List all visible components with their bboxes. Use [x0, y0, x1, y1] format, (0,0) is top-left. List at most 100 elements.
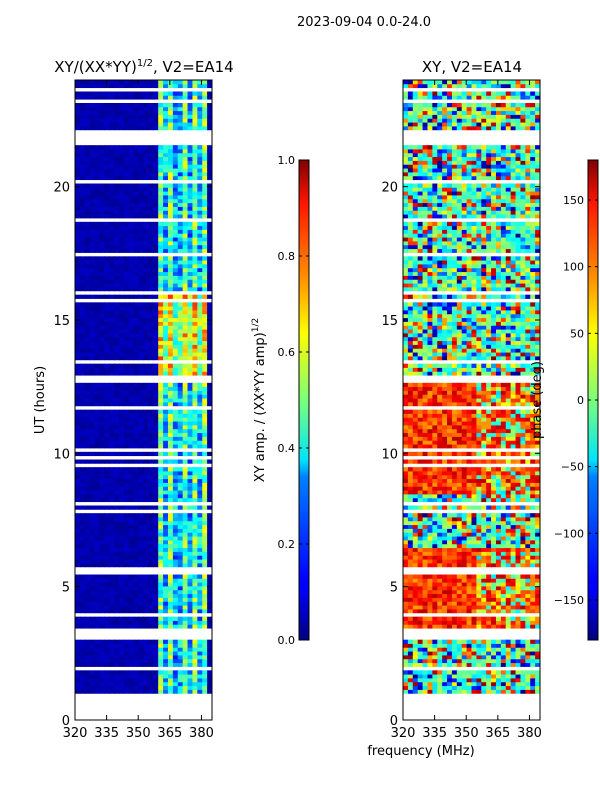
amplitude-cell: [153, 237, 159, 242]
amplitude-cell: [182, 490, 189, 495]
amplitude-cell: [119, 198, 125, 204]
amplitude-cell: [202, 233, 208, 238]
amplitude-cell: [89, 371, 96, 376]
phase-cell: [505, 670, 512, 675]
amplitude-cell: [148, 313, 154, 319]
amplitude-cell: [133, 114, 140, 119]
amplitude-cell: [163, 524, 169, 529]
amplitude-cell: [114, 275, 120, 280]
amplitude-cell: [128, 547, 135, 552]
amplitude-cell: [79, 356, 86, 361]
amplitude-cell: [192, 103, 198, 108]
amplitude-cell: [123, 520, 130, 526]
amplitude-cell: [153, 152, 159, 158]
phase-cell: [476, 605, 482, 610]
phase-cell: [495, 540, 502, 545]
phase-cell: [510, 551, 517, 556]
amplitude-cell: [202, 367, 208, 372]
amplitude-cell: [114, 271, 120, 276]
amplitude-cell: [158, 313, 164, 319]
amplitude-cell: [187, 616, 194, 621]
amplitude-cell: [138, 237, 145, 242]
phase-cell: [530, 651, 536, 656]
amplitude-cell: [89, 482, 96, 487]
amplitude-cell: [148, 685, 154, 690]
phase-cell: [451, 520, 458, 526]
amplitude-cell: [109, 524, 115, 529]
amplitude-cell: [197, 229, 203, 234]
amplitude-cell: [79, 106, 86, 112]
amplitude-cell: [104, 225, 110, 230]
amplitude-cell: [84, 221, 91, 227]
phase-cell: [442, 547, 448, 552]
phase-cell: [456, 505, 463, 510]
phase-cell: [407, 655, 414, 660]
amplitude-cell: [158, 152, 164, 158]
phase-cell: [451, 609, 458, 614]
amplitude-cell: [143, 609, 149, 614]
amplitude-cell: [172, 206, 179, 211]
amplitude-cell: [138, 152, 145, 158]
amplitude-cell: [158, 639, 164, 644]
amplitude-cell: [133, 367, 140, 372]
amplitude-cell: [177, 474, 184, 480]
amplitude-cell: [109, 528, 115, 533]
amplitude-cell: [202, 505, 208, 510]
amplitude-cell: [202, 313, 208, 319]
amplitude-cell: [79, 639, 86, 644]
phase-cell: [515, 605, 522, 610]
amplitude-cell: [114, 685, 120, 690]
amplitude-cell: [187, 306, 194, 311]
amplitude-cell: [192, 662, 198, 667]
amplitude-cell: [84, 647, 91, 652]
amplitude-cell: [94, 344, 101, 349]
amplitude-cell: [138, 444, 145, 449]
amplitude-cell: [133, 152, 140, 158]
amplitude-cell: [153, 164, 159, 169]
amplitude-cell: [114, 333, 120, 338]
phase-cell: [403, 494, 409, 499]
amplitude-cell: [192, 294, 198, 299]
amplitude-cell: [172, 183, 179, 188]
amplitude-cell: [133, 306, 140, 311]
amplitude-cell: [123, 248, 130, 253]
amplitude-cell: [187, 149, 194, 154]
phase-cell: [481, 651, 487, 656]
amplitude-cell: [79, 624, 86, 629]
amplitude-cell: [197, 175, 203, 181]
amplitude-cell: [109, 356, 115, 361]
amplitude-cell: [75, 490, 81, 495]
phase-cell: [432, 532, 438, 537]
amplitude-cell: [99, 248, 105, 253]
amplitude-cell: [167, 344, 174, 349]
amplitude-cell: [79, 275, 86, 280]
amplitude-cell: [153, 126, 159, 131]
amplitude-cell: [207, 198, 212, 204]
amplitude-cell: [163, 363, 169, 368]
amplitude-cell: [148, 267, 154, 273]
amplitude-cell: [128, 233, 135, 238]
amplitude-cell: [99, 597, 105, 602]
amplitude-cell: [75, 83, 81, 89]
amplitude-cell: [84, 80, 91, 85]
phase-cell: [456, 605, 463, 610]
phase-cell: [471, 551, 477, 556]
amplitude-cell: [177, 674, 184, 679]
amplitude-cell: [177, 356, 184, 361]
amplitude-cell: [128, 325, 135, 330]
phase-cell: [417, 547, 424, 552]
phase-cell: [476, 662, 482, 667]
phase-cell: [456, 643, 463, 648]
amplitude-cell: [84, 651, 91, 656]
amplitude-cell: [177, 402, 184, 407]
amplitude-cell: [143, 283, 149, 288]
phase-cell: [486, 543, 492, 549]
amplitude-cell: [163, 244, 169, 250]
phase-cell: [520, 620, 526, 625]
amplitude-cell: [158, 83, 164, 89]
phase-cell: [461, 616, 468, 621]
amplitude-cell: [94, 658, 101, 664]
amplitude-cell: [182, 639, 189, 644]
amplitude-cell: [109, 336, 115, 342]
amplitude-cell: [192, 658, 198, 664]
